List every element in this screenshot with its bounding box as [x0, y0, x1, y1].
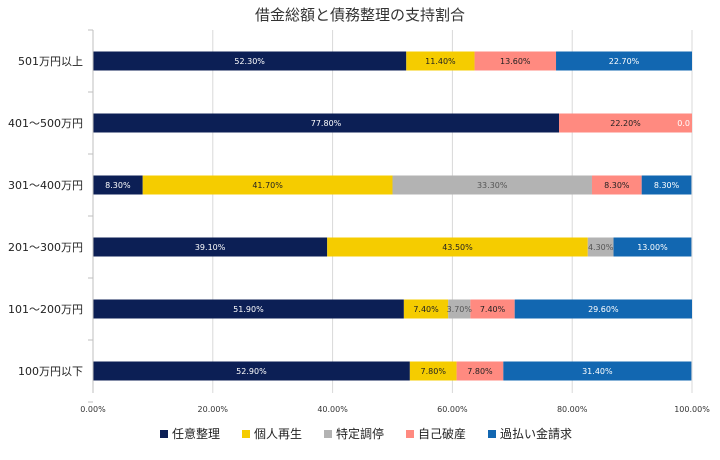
category-label: 101～200万円	[8, 303, 83, 316]
data-label: 22.20%	[610, 119, 641, 128]
data-label: 3.70%	[447, 305, 473, 314]
x-tick-label: 80.00%	[557, 405, 588, 414]
category-label: 501万円以上	[18, 55, 83, 68]
data-label: 7.40%	[413, 305, 439, 314]
x-tick-label: 20.00%	[198, 405, 229, 414]
x-tick-label: 100.00%	[674, 405, 710, 414]
legend-label: 個人再生	[254, 427, 302, 441]
data-label: 7.80%	[467, 367, 493, 376]
legend-swatch	[160, 430, 168, 438]
bar-segment	[327, 237, 588, 257]
x-tick-label: 0.00%	[80, 405, 106, 414]
data-label: 52.90%	[236, 367, 267, 376]
bar-segment	[93, 113, 560, 133]
legend-swatch	[406, 430, 414, 438]
data-label: 41.70%	[252, 181, 283, 190]
bar-segment	[448, 299, 471, 319]
data-label: 8.30%	[604, 181, 630, 190]
bar-segment	[93, 361, 410, 381]
legend-label: 過払い金請求	[500, 426, 572, 441]
data-label: 52.30%	[234, 57, 265, 66]
legend-label: 任意整理	[172, 426, 220, 441]
data-label: 13.00%	[637, 243, 668, 252]
legend-label: 自己破産	[418, 426, 466, 441]
bar-segment	[474, 51, 557, 71]
bar-segment	[93, 299, 404, 319]
data-label: 11.40%	[425, 57, 456, 66]
data-label: 8.30%	[105, 181, 131, 190]
data-label: 7.40%	[480, 305, 506, 314]
bar-segment	[591, 175, 642, 195]
bar-segment	[403, 299, 449, 319]
legend: 任意整理 個人再生 特定調停 自己破産 過払い金請求	[160, 426, 572, 441]
data-label: 8.30%	[654, 181, 680, 190]
legend-swatch	[324, 430, 332, 438]
bar-segment	[456, 361, 504, 381]
data-label: 77.80%	[311, 119, 342, 128]
bar-segment	[514, 299, 692, 319]
data-label: 43.50%	[442, 243, 473, 252]
bar-segment	[559, 113, 692, 133]
bar-segment	[93, 51, 407, 71]
legend-swatch	[242, 430, 250, 438]
data-label: 0.0	[677, 119, 690, 128]
category-label: 401～500万円	[8, 117, 83, 130]
axes: 0.00% 20.00% 40.00% 60.00% 80.00% 100.00% 501万…	[8, 29, 710, 414]
gridlines	[92, 30, 693, 393]
data-label: 51.90%	[233, 305, 264, 314]
bar-segment	[503, 361, 692, 381]
bar-segment	[556, 51, 692, 71]
bar-segment	[613, 237, 692, 257]
legend-swatch	[488, 430, 496, 438]
x-tick-label: 60.00%	[437, 405, 468, 414]
data-label: 13.60%	[500, 57, 531, 66]
data-label: 22.70%	[609, 57, 640, 66]
data-label: 7.80%	[421, 367, 447, 376]
data-label: 4.30%	[588, 243, 614, 252]
bar-segment	[641, 175, 692, 195]
bar-segment	[409, 361, 457, 381]
x-tick-label: 40.00%	[317, 405, 348, 414]
bar-segment	[93, 237, 328, 257]
data-labels: 52.30% 11.40% 13.60% 22.70% 77.80% 22.20% 0.0 8…	[105, 57, 690, 376]
bar-segment	[142, 175, 393, 195]
data-label: 29.60%	[588, 305, 619, 314]
chart-title: 借金総額と債務整理の支持割合	[255, 6, 465, 24]
legend-label: 特定調停	[336, 426, 384, 441]
bar-segment	[587, 237, 614, 257]
bar-segment	[406, 51, 475, 71]
data-label: 33.30%	[477, 181, 508, 190]
data-label: 39.10%	[195, 243, 226, 252]
category-label: 100万円以下	[18, 365, 83, 378]
bar-segment	[392, 175, 592, 195]
category-label: 201～300万円	[8, 241, 83, 254]
category-label: 301～400万円	[8, 179, 83, 192]
data-label: 31.40%	[582, 367, 613, 376]
bar-segment	[93, 175, 143, 195]
bar-segment	[470, 299, 515, 319]
bars	[93, 51, 692, 381]
